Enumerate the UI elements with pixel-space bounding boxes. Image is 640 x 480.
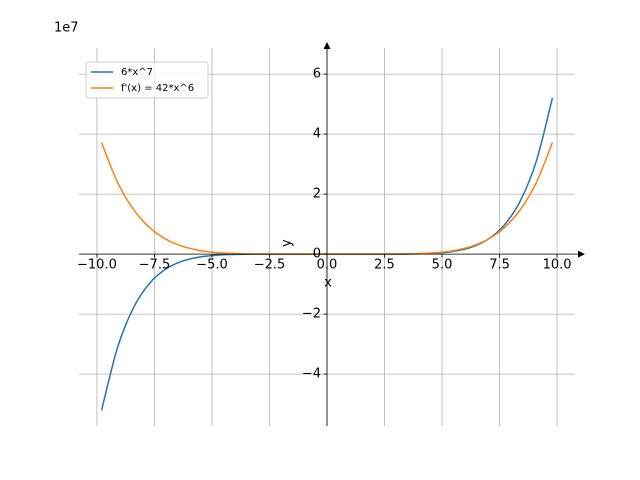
x-tick-label: −7.5 xyxy=(139,258,171,273)
legend-label: f'(x) = 42*x^6 xyxy=(121,83,194,94)
x-tick-label: 0.0 xyxy=(317,258,338,273)
y-tick-label: 6 xyxy=(313,67,321,82)
y-axis-arrow xyxy=(323,42,331,49)
x-tick-label: 5.0 xyxy=(432,258,453,273)
y-axis-label: y xyxy=(280,239,295,247)
x-tick-label: −2.5 xyxy=(254,258,286,273)
legend-label: 6*x^7 xyxy=(121,67,153,78)
legend: 6*x^7 f'(x) = 42*x^6 xyxy=(85,61,209,99)
legend-box xyxy=(85,61,209,99)
y-tick-label: 4 xyxy=(313,127,321,142)
x-tick-label: 2.5 xyxy=(374,258,395,273)
x-tick-label: −10.0 xyxy=(77,258,117,273)
y-tick-label: 2 xyxy=(313,187,321,202)
y-tick-label: 0 xyxy=(313,247,321,262)
y-tick-label: −2 xyxy=(302,307,321,322)
x-axis-label: x xyxy=(324,276,332,291)
y-tick-label: −4 xyxy=(302,367,321,382)
x-tick-label: −5.0 xyxy=(196,258,228,273)
x-tick-label: 7.5 xyxy=(489,258,510,273)
x-axis-arrow xyxy=(578,250,585,258)
offset-text: 1e7 xyxy=(54,21,79,36)
x-tick-label: 10.0 xyxy=(543,258,572,273)
